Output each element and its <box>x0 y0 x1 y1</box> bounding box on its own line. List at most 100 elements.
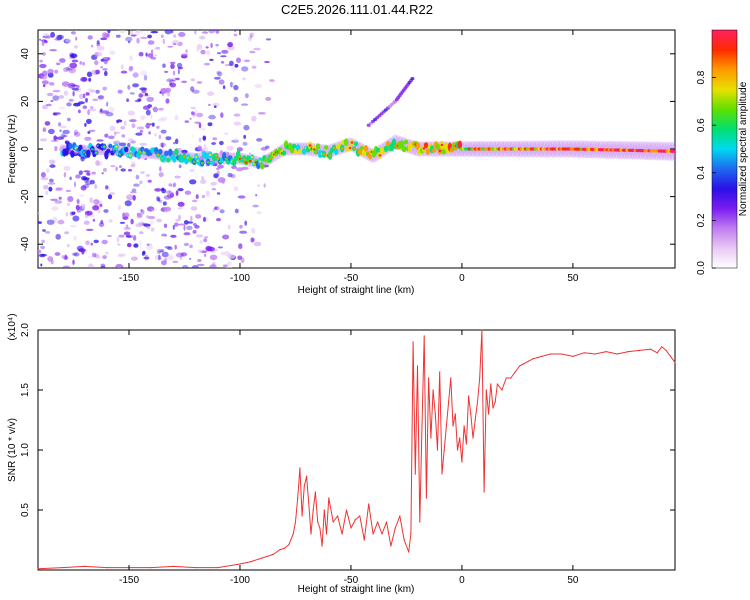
spectrogram-cell <box>46 219 55 225</box>
spectrogram-cell <box>229 60 234 66</box>
spectrogram-cell <box>107 194 113 200</box>
snr-data-point <box>594 353 596 355</box>
spectrogram-cell <box>174 222 179 227</box>
spectrogram-cell <box>209 264 217 268</box>
spectrogram-cell <box>107 106 115 113</box>
spectrogram-cell <box>158 172 164 178</box>
colorbar-label: Normalized spectral amplitude <box>738 81 749 216</box>
snr-data-point <box>272 553 274 556</box>
spectrogram-cell <box>127 234 133 239</box>
spectrogram-cell <box>52 112 57 116</box>
spectrogram-cell <box>142 250 146 255</box>
snr-data-point <box>583 352 585 354</box>
spectrogram-cell <box>138 93 144 98</box>
snr-data-point <box>394 527 396 529</box>
spectrogram-cell <box>52 89 61 93</box>
spectrogram-cell <box>59 58 66 63</box>
spectrogram-cell <box>207 122 213 127</box>
spectrogram-cell <box>41 40 45 46</box>
spectrogram-cell <box>308 144 312 147</box>
spectrogram-cell <box>73 102 81 107</box>
spectrogram-cell <box>220 55 227 58</box>
spectrogram-cell <box>144 124 151 128</box>
spectrogram-cell <box>59 125 67 129</box>
spectrogram-cell <box>69 224 77 228</box>
snr-data-point <box>545 354 547 356</box>
spectrogram-cell <box>181 149 188 154</box>
spectrogram-cell <box>87 131 91 134</box>
spectrogram-cell <box>69 176 72 181</box>
spectrogram-cell <box>211 188 217 191</box>
spectrogram-cell <box>135 132 143 136</box>
spectrogram-cell <box>166 157 171 163</box>
spectrogram-cell <box>43 184 49 190</box>
spectrogram-cell <box>226 145 234 151</box>
spectrogram-cell <box>234 30 237 32</box>
spectrogram-cell <box>55 188 62 192</box>
snr-data-point <box>572 355 574 357</box>
spectrogram-cell <box>260 162 265 170</box>
snr-data-point <box>494 401 496 403</box>
spectrogram-cell <box>208 30 215 34</box>
snr-data-point <box>519 365 521 367</box>
spectrogram-cell <box>248 36 252 42</box>
spectrogram-cell <box>174 175 181 179</box>
spectrogram-cell <box>170 234 177 238</box>
spectrogram-cell <box>232 159 237 167</box>
spectrogram-cell <box>85 240 90 245</box>
spectrogram-cell <box>182 155 186 159</box>
spectrogram-cell <box>263 183 266 188</box>
spectrogram-cell <box>71 211 76 215</box>
spectrogram-cell <box>71 252 78 256</box>
spectrogram-cell <box>333 148 339 155</box>
snr-data-point <box>84 565 86 568</box>
spectrogram-cell <box>136 30 144 34</box>
spectrogram-cell <box>79 61 82 65</box>
spectrogram-cell <box>94 60 99 66</box>
snr-data-point <box>377 521 379 523</box>
spectrogram-cell <box>256 138 263 142</box>
spectrogram-cell <box>84 213 89 219</box>
spectrogram-cell <box>189 244 193 249</box>
snr-data-point <box>476 401 479 403</box>
spectrogram-cell <box>184 190 192 195</box>
spectrogram-cell <box>173 42 177 46</box>
spectrogram-cell <box>197 249 203 254</box>
spectrogram-cell <box>63 166 71 171</box>
spectrogram-cell <box>81 176 87 181</box>
snr-y-tick-label: 2.0 <box>20 323 31 337</box>
spectrogram-cell <box>171 184 176 188</box>
snr-data-point <box>459 437 461 439</box>
spectrogram-cell <box>190 215 193 222</box>
spectrogram-cell <box>56 136 64 140</box>
spectrogram-cell <box>148 131 151 135</box>
spectrogram-cell <box>95 89 100 94</box>
spectrogram-cell <box>195 234 204 238</box>
spectrogram-cell <box>190 111 195 115</box>
spectrogram-cell <box>251 227 256 234</box>
spectrogram-cell <box>120 126 125 130</box>
spectrogram-cell <box>59 129 62 132</box>
snr-data-point <box>328 497 330 499</box>
spectrogram-cell <box>53 135 57 141</box>
spectrogram-cell <box>46 92 54 97</box>
snr-data-point <box>403 539 405 541</box>
spectrogram-cell <box>42 52 46 56</box>
spectrogram-cell <box>332 146 336 149</box>
spectrogram-cell <box>91 44 94 48</box>
snr-data-point <box>321 545 323 547</box>
spectrogram-cell <box>139 142 147 146</box>
spectrogram-cell <box>194 30 197 35</box>
spectrogram-cell <box>158 148 163 155</box>
spectrogram-cell <box>108 219 113 223</box>
spectrogram-cell <box>322 153 326 156</box>
spectrogram-cell <box>156 196 160 202</box>
spectrogram-cell <box>81 204 86 210</box>
spectrogram-cell <box>177 207 183 210</box>
spectrogram-cell <box>88 129 96 132</box>
spectrogram-cell <box>113 131 117 136</box>
spectrogram-cell <box>129 30 134 35</box>
spectrogram-cell <box>42 33 49 36</box>
spectrogram-cell <box>129 92 135 95</box>
snr-data-point <box>536 357 539 359</box>
